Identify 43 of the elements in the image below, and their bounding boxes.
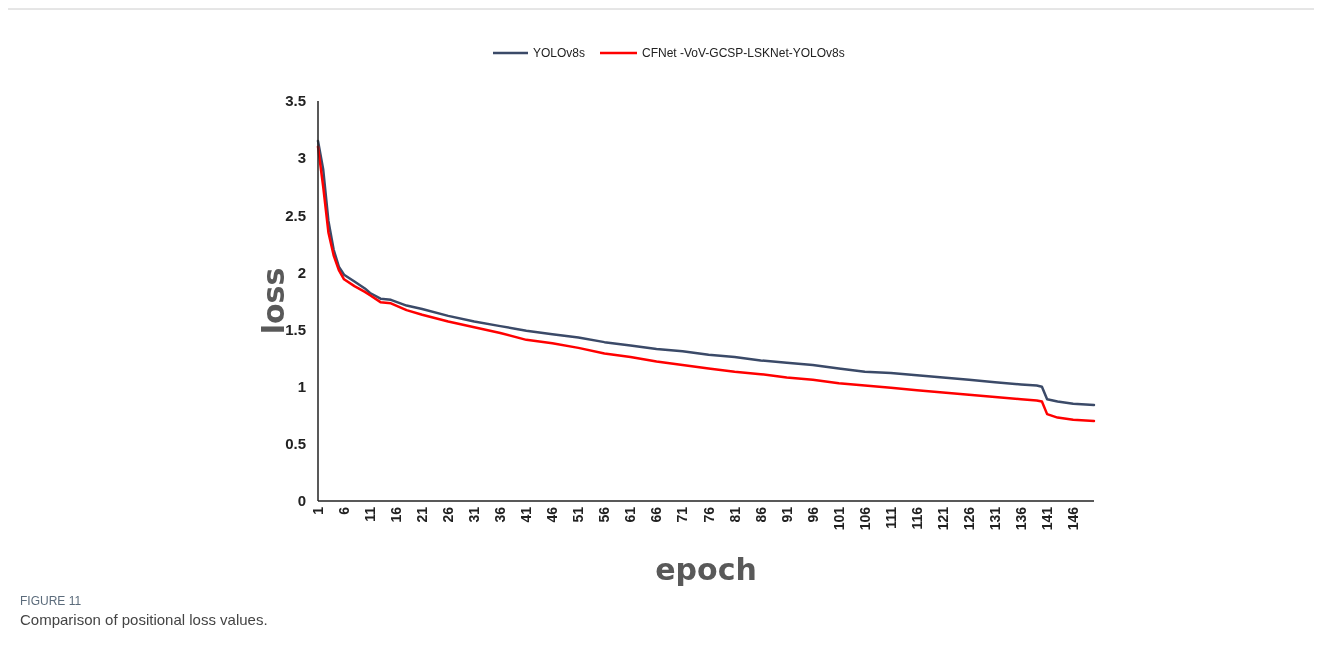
- x-tick-label: 41: [518, 506, 535, 523]
- x-tick-label: 91: [778, 506, 795, 523]
- x-tick-label: 121: [934, 506, 951, 531]
- y-tick-label: 1.5: [285, 320, 306, 338]
- x-tick-label: 106: [856, 506, 873, 531]
- x-tick-label: 111: [882, 506, 899, 529]
- x-tick-label: 146: [1065, 506, 1082, 531]
- x-tick-label: 1: [309, 506, 326, 515]
- y-tick-label: 3.5: [285, 92, 306, 110]
- x-tick-label: 21: [414, 506, 431, 523]
- caption: FIGURE 11: [20, 594, 82, 608]
- x-tick-label: 136: [1012, 506, 1029, 531]
- x-tick-label: 6: [335, 506, 352, 515]
- y-tick-label: 2: [297, 263, 306, 281]
- x-tick-label: 31: [466, 506, 483, 523]
- x-tick-label: 76: [700, 506, 717, 523]
- x-tick-label: 46: [544, 506, 561, 523]
- x-tick-label: 26: [440, 506, 457, 523]
- x-tick-label: 71: [674, 506, 691, 523]
- x-tick-label: 51: [570, 506, 587, 523]
- y-tick-label: 3: [297, 149, 306, 167]
- x-tick-label: 116: [908, 506, 925, 530]
- x-tick-label: 61: [622, 506, 639, 523]
- x-axis-title: epoch: [655, 552, 757, 587]
- x-tick-label: 141: [1039, 506, 1056, 531]
- x-tick-label: 56: [596, 506, 613, 523]
- x-tick-label: 86: [752, 506, 769, 523]
- legend-label: CFNet -VoV-GCSP-LSKNet-YOLOv8s: [642, 46, 845, 61]
- legend-label: YOLOv8s: [533, 46, 586, 61]
- x-tick-label: 96: [804, 506, 821, 523]
- x-tick-label: 131: [986, 506, 1003, 531]
- x-tick-label: 11: [361, 506, 378, 522]
- x-tick-label: 66: [648, 506, 665, 523]
- x-tick-label: 81: [726, 506, 743, 523]
- x-tick-label: 16: [388, 506, 405, 523]
- x-tick-label: 36: [492, 506, 509, 523]
- text: Comparison of positional loss values.: [20, 611, 268, 628]
- x-tick-label: 101: [830, 506, 847, 531]
- y-tick-label: 0: [297, 492, 306, 510]
- x-tick-label: 126: [960, 506, 977, 531]
- y-tick-label: 2.5: [285, 206, 306, 224]
- y-tick-label: 1: [297, 377, 306, 395]
- y-tick-label: 0.5: [285, 435, 306, 453]
